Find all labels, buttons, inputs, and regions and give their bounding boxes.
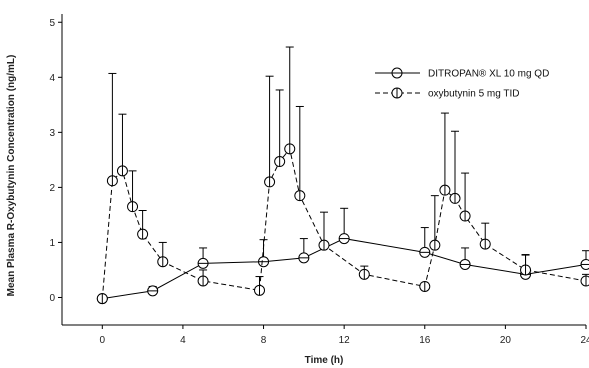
y-tick-label: 4	[49, 73, 55, 84]
x-tick-label: 20	[500, 335, 512, 346]
y-tick-label: 5	[49, 18, 55, 29]
data-point	[459, 258, 471, 270]
data-point	[358, 268, 370, 280]
legend-marker	[391, 67, 403, 79]
data-point	[254, 284, 266, 296]
data-point	[157, 256, 169, 268]
data-point	[106, 175, 118, 187]
x-tick-label: 24	[580, 335, 589, 346]
data-point	[580, 275, 589, 287]
data-point	[116, 165, 128, 177]
data-point	[274, 156, 286, 168]
data-point	[429, 239, 441, 251]
x-tick-label: 0	[100, 335, 106, 346]
x-tick-label: 4	[180, 335, 186, 346]
legend: DITROPAN® XL 10 mg QD oxybutynin 5 mg TID	[375, 67, 549, 100]
legend-marker	[391, 87, 403, 99]
data-point	[318, 239, 330, 251]
data-point	[96, 293, 108, 305]
series-2	[96, 46, 589, 305]
y-tick-label: 3	[49, 128, 55, 139]
series-1	[96, 207, 589, 305]
data-point	[439, 184, 451, 196]
y-ticks: 0 1 2 3 4 5	[49, 18, 62, 304]
axes	[61, 14, 586, 326]
data-point	[520, 264, 532, 276]
marker-circle	[580, 275, 589, 287]
data-point	[298, 252, 310, 264]
x-tick-label: 12	[339, 335, 351, 346]
data-point	[459, 210, 471, 222]
legend-label: DITROPAN® XL 10 mg QD	[428, 69, 549, 80]
data-point	[419, 280, 431, 292]
data-point	[197, 275, 209, 287]
legend-item-1: DITROPAN® XL 10 mg QD	[375, 67, 549, 80]
data-point	[294, 190, 306, 202]
data-point	[338, 233, 350, 245]
data-point	[127, 201, 139, 213]
x-axis-label: Time (h)	[305, 355, 344, 366]
x-tick-label: 16	[419, 335, 431, 346]
plot-area	[96, 46, 589, 305]
data-point	[449, 192, 461, 204]
y-axis-label: Mean Plasma R-Oxybutynin Concentration (…	[6, 55, 17, 297]
data-point	[479, 238, 491, 250]
x-ticks: 0 4 8 12 16 20 24	[100, 325, 589, 346]
y-tick-label: 1	[49, 238, 55, 249]
legend-label: oxybutynin 5 mg TID	[428, 89, 520, 100]
data-point	[147, 285, 159, 297]
legend-item-2: oxybutynin 5 mg TID	[375, 87, 520, 100]
data-point	[197, 257, 209, 269]
data-point	[284, 143, 296, 155]
series-line	[102, 238, 587, 300]
data-point	[419, 246, 431, 258]
y-tick-label: 2	[49, 183, 55, 194]
data-point	[258, 256, 270, 268]
data-point	[264, 176, 276, 188]
data-point	[580, 258, 589, 270]
x-tick-label: 8	[261, 335, 267, 346]
data-point	[137, 228, 149, 240]
series-line	[101, 147, 587, 299]
y-tick-label: 0	[49, 293, 55, 304]
